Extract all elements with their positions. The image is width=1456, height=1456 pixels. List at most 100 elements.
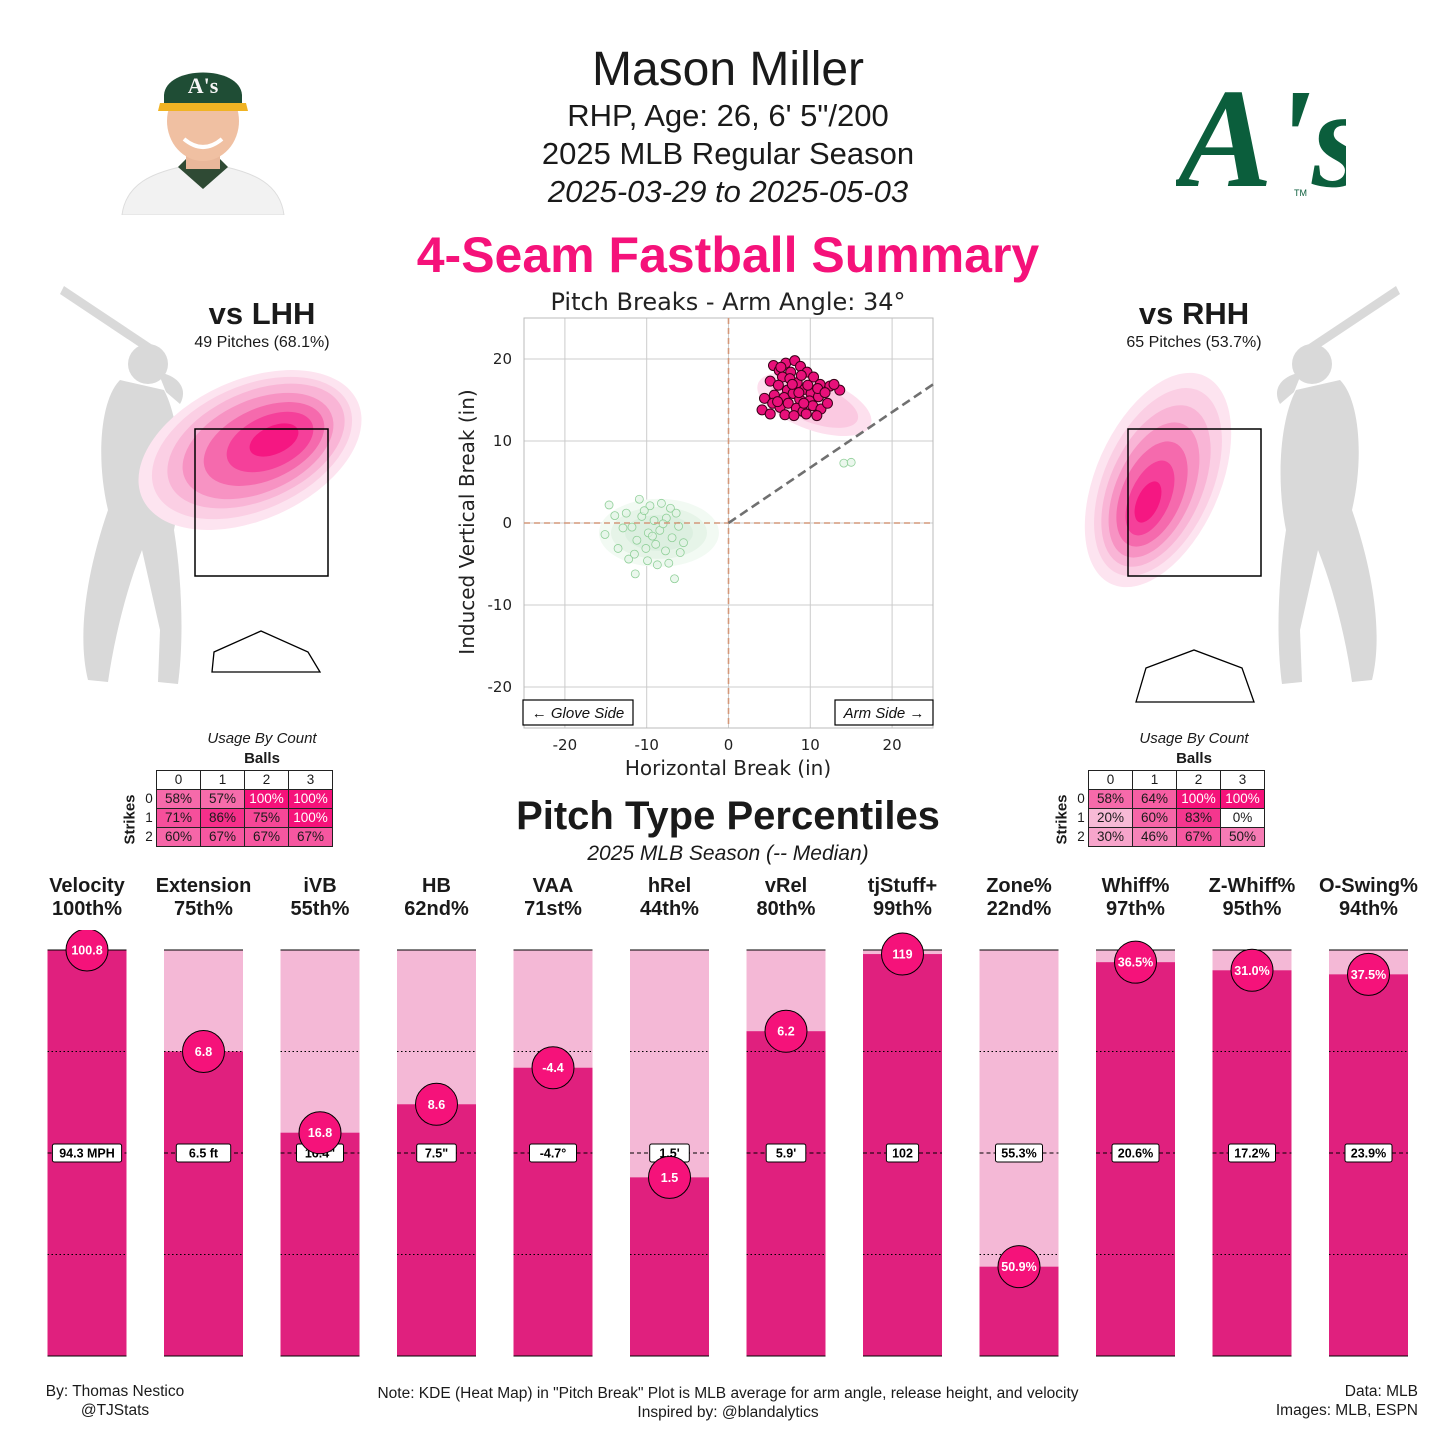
metric-name: Extension bbox=[155, 875, 252, 897]
league-point bbox=[664, 558, 674, 568]
percentile-bar bbox=[513, 1067, 593, 1356]
metric-percentile: 44th% bbox=[640, 898, 699, 920]
player-value-marker bbox=[415, 1082, 458, 1126]
metric-name: iVB bbox=[303, 875, 337, 897]
league-point bbox=[667, 533, 677, 543]
strikes-header: 2 bbox=[145, 829, 153, 844]
metric-label: tjStuff+ 99th% bbox=[845, 875, 961, 921]
player-value: 6.8 bbox=[195, 1045, 212, 1059]
usage-cell: 50% bbox=[1220, 827, 1265, 847]
usage-cell: 67% bbox=[200, 827, 245, 847]
median-value: 5.9' bbox=[776, 1147, 796, 1161]
kde-note: Note: KDE (Heat Map) in "Pitch Break" Pl… bbox=[377, 1385, 1079, 1402]
player-value: 6.2 bbox=[777, 1025, 794, 1039]
metric-percentile: 99th% bbox=[873, 898, 932, 920]
lhh-strike-zone bbox=[194, 428, 329, 577]
player-value-marker bbox=[531, 1046, 575, 1090]
league-point bbox=[846, 457, 856, 467]
fastball-point bbox=[779, 409, 791, 421]
usage-cell: 60% bbox=[156, 827, 201, 847]
league-point bbox=[657, 498, 666, 508]
metric-percentile: 100th% bbox=[51, 898, 123, 920]
fastball-point bbox=[772, 379, 784, 391]
y-tick-label: -10 bbox=[488, 596, 513, 614]
league-point bbox=[839, 458, 849, 468]
median-value: 17.2% bbox=[1234, 1147, 1269, 1161]
metric-label: iVB 55th% bbox=[262, 875, 378, 921]
league-point bbox=[600, 530, 610, 539]
glove-side-box: ← Glove Side bbox=[522, 699, 634, 726]
lhh-location-plot bbox=[60, 286, 362, 684]
metric-name: hRel bbox=[647, 875, 692, 897]
lhh-balls-label: Balls bbox=[244, 750, 280, 767]
metric-percentile: 80th% bbox=[756, 898, 816, 920]
glove-side-label: ← Glove Side bbox=[532, 705, 625, 722]
metric-label: Zone% 22nd% bbox=[961, 875, 1077, 921]
author-handle: @TJStats bbox=[80, 1402, 150, 1419]
league-point bbox=[643, 556, 652, 566]
y-axis-label: Induced Vertical Break (in) bbox=[455, 389, 479, 654]
percentile-bar bbox=[164, 1051, 243, 1356]
pitch-summary-title: 4-Seam Fastball Summary bbox=[416, 227, 1040, 283]
metric-percentile: 94th% bbox=[1339, 898, 1398, 920]
player-value-marker bbox=[648, 1155, 691, 1199]
metric-percentile: 22nd% bbox=[986, 898, 1052, 920]
author-name: By: Thomas Nestico bbox=[45, 1383, 185, 1400]
player-value-marker bbox=[298, 1111, 342, 1155]
metric-percentile: 71st% bbox=[524, 898, 582, 920]
usage-cell: 100% bbox=[1220, 789, 1265, 809]
usage-cell: 64% bbox=[1132, 789, 1177, 809]
fastball-point bbox=[802, 379, 814, 391]
metric-label: hRel 44th% bbox=[612, 875, 728, 921]
player-value: 16.8 bbox=[308, 1126, 332, 1140]
player-value: 100.8 bbox=[71, 944, 102, 958]
balls-header: 1 bbox=[1132, 770, 1177, 790]
median-value: 55.3% bbox=[1001, 1147, 1036, 1161]
x-tick-label: 0 bbox=[724, 736, 734, 754]
fastball-point bbox=[786, 378, 798, 390]
lhh-pitch-count: 49 Pitches (68.1%) bbox=[194, 334, 330, 351]
usage-cell: 71% bbox=[156, 808, 201, 828]
league-point bbox=[630, 549, 639, 559]
median-value: 6.5 ft bbox=[189, 1147, 219, 1161]
median-value-box bbox=[1228, 1143, 1276, 1163]
median-value-box bbox=[51, 1143, 123, 1163]
metric-name: Whiff% bbox=[1101, 875, 1170, 897]
balls-header: 2 bbox=[244, 770, 289, 790]
lhh-kde-heatmap bbox=[138, 370, 362, 530]
player-value: 31.0% bbox=[1234, 964, 1269, 978]
player-value: 119 bbox=[892, 948, 912, 962]
fastball-point bbox=[772, 396, 784, 408]
balls-header: 2 bbox=[1176, 770, 1221, 790]
metric-percentile: 55th% bbox=[290, 898, 350, 920]
median-value-box bbox=[416, 1143, 457, 1163]
median-value-box bbox=[175, 1143, 232, 1163]
svg-text:A's: A's bbox=[188, 73, 219, 98]
rhh-kde-heatmap bbox=[1084, 372, 1232, 588]
balls-header: 0 bbox=[156, 770, 201, 790]
player-value: -4.4 bbox=[542, 1061, 564, 1075]
usage-cell: 58% bbox=[156, 789, 201, 809]
rhh-strike-zone bbox=[1127, 428, 1262, 577]
league-point bbox=[621, 508, 631, 518]
usage-cell: 83% bbox=[1176, 808, 1221, 828]
usage-cell: 0% bbox=[1220, 808, 1265, 828]
fastball-point bbox=[808, 371, 820, 383]
lhh-home-plate bbox=[211, 630, 322, 673]
fastball-point bbox=[819, 387, 831, 399]
fastball-point bbox=[828, 378, 840, 390]
league-point bbox=[651, 539, 661, 549]
x-tick-label: -10 bbox=[634, 736, 659, 754]
median-value-box bbox=[1344, 1143, 1393, 1163]
metric-percentile: 97th% bbox=[1106, 898, 1165, 920]
percentile-bar bbox=[1329, 974, 1408, 1356]
metric-label: VAA 71st% bbox=[495, 875, 611, 921]
rhh-balls-label: Balls bbox=[1176, 750, 1212, 767]
rhh-batter-silhouette bbox=[1276, 286, 1400, 684]
metric-name: Zone% bbox=[986, 875, 1052, 897]
player-value-marker bbox=[182, 1030, 225, 1073]
usage-cell: 30% bbox=[1088, 827, 1133, 847]
season-label: 2025 MLB Regular Season bbox=[541, 136, 915, 171]
fastball-point bbox=[793, 387, 805, 399]
